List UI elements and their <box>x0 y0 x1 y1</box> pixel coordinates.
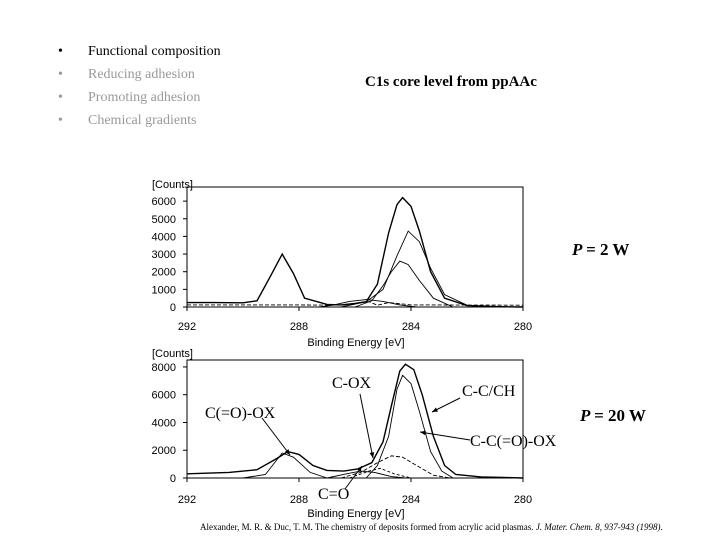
chart-panel-1: 292 288 284 280 6000 5000 4000 3000 2000 1000 0 [Co… <box>152 179 533 349</box>
y-tick-label: 4000 <box>152 417 176 429</box>
bullet-item-functional-composition: • Functional composition <box>58 40 221 63</box>
chart-panel-2: 292 288 284 280 8000 6000 4000 2000 0 [Counts] Bin… <box>152 348 557 520</box>
annotation-arrowhead-2 <box>369 452 375 458</box>
annotation-arrow-1 <box>261 417 291 456</box>
bullet-item-reducing-adhesion: • Reducing adhesion <box>58 63 221 86</box>
y-tick-label: 3000 <box>152 249 176 261</box>
bullet-text: Chemical gradients <box>88 113 197 128</box>
y-tick-label: 6000 <box>152 196 176 208</box>
spectrum-line-2 <box>365 374 454 479</box>
bullet-dot: • <box>58 67 63 82</box>
y-tick-label: 0 <box>170 302 176 314</box>
bullet-item-promoting-adhesion: • Promoting adhesion <box>58 86 221 109</box>
y-tick-label: 2000 <box>152 445 176 457</box>
y-tick-label: 0 <box>170 473 176 485</box>
citation: Alexander, M. R. & Duc, T. M. The chemis… <box>200 522 663 532</box>
condition-prefix: P = <box>580 406 608 425</box>
condition-label-bottom: P = 20 W <box>580 406 646 426</box>
bullet-dot: • <box>58 90 63 105</box>
y-tick-label: 1000 <box>152 284 176 296</box>
x-axis-label: Binding Energy [eV] <box>307 508 404 520</box>
bullet-dot: • <box>58 113 63 128</box>
y-tick-label: 6000 <box>152 390 176 402</box>
peak-annotation-4: C-C(=O)-OX <box>470 433 557 450</box>
spectrum-line-6 <box>349 467 412 479</box>
spectrum-line-3 <box>354 260 454 308</box>
annotation-arrowhead-3 <box>432 407 438 412</box>
bullet-dot: • <box>58 44 63 59</box>
spectrum-line-1 <box>187 196 524 308</box>
citation-authors: Alexander, M. R. & Duc, T. M. The chemis… <box>200 522 534 532</box>
y-tick-label: 8000 <box>152 362 176 374</box>
condition-value: 2 W <box>599 240 630 259</box>
spectrum-line-5 <box>187 301 524 306</box>
x-tick-label: 288 <box>290 494 308 506</box>
bullet-text: Promoting adhesion <box>88 90 201 105</box>
x-tick-label: 292 <box>178 321 196 333</box>
annotation-arrowhead-4 <box>420 430 426 436</box>
x-tick-label: 280 <box>514 321 532 333</box>
spectrum-line-2 <box>340 230 496 308</box>
y-axis-label: [Counts] <box>152 348 193 360</box>
condition-label-top: P = 2 W <box>572 240 629 260</box>
x-tick-label: 280 <box>514 494 532 506</box>
slide-title: C1s core level from ppAAc <box>365 74 537 90</box>
spectrum-line-5 <box>340 455 451 479</box>
spectrum-line-3 <box>242 452 328 479</box>
x-tick-label: 292 <box>178 494 196 506</box>
citation-end: . <box>660 522 663 532</box>
annotation-arrow-4 <box>419 431 471 441</box>
y-tick-label: 2000 <box>152 267 176 279</box>
bullet-text: Functional composition <box>88 44 221 59</box>
peak-annotation-1: C(=O)-OX <box>205 405 276 422</box>
spectrum-line-4 <box>326 470 406 479</box>
citation-journal: J. Mater. Chem. 8, 937-943 (1998) <box>535 522 661 532</box>
x-tick-label: 284 <box>402 321 420 333</box>
annotation-arrowhead-1 <box>284 449 290 455</box>
spectrum-line-1 <box>186 363 524 479</box>
bullet-list: • Functional composition • Reducing adhesi… <box>58 40 221 132</box>
bullet-text: Reducing adhesion <box>88 67 195 82</box>
condition-value: 20 W <box>607 406 646 425</box>
x-tick-label: 288 <box>290 321 308 333</box>
peak-annotation-5: C=O <box>318 486 349 503</box>
y-tick-label: 5000 <box>152 214 176 226</box>
bullet-item-chemical-gradients: • Chemical gradients <box>58 109 221 132</box>
annotation-arrowhead-5 <box>356 466 362 472</box>
x-tick-label: 284 <box>402 494 420 506</box>
x-axis-label: Binding Energy [eV] <box>307 337 404 349</box>
y-axis-label: [Counts] <box>152 179 193 191</box>
peak-annotation-2: C-OX <box>332 375 372 392</box>
plot-frame <box>186 359 524 479</box>
condition-prefix: P = <box>572 240 600 259</box>
annotation-arrow-2 <box>359 393 374 459</box>
peak-annotation-3: C-C/CH <box>462 383 516 400</box>
plot-frame <box>186 186 524 308</box>
y-tick-label: 4000 <box>152 231 176 243</box>
